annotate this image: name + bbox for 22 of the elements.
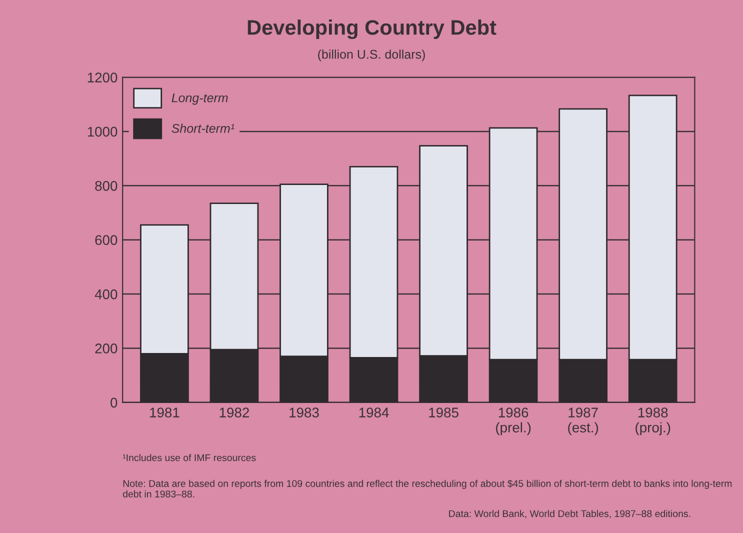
text: Note: Data are based on reports from 109 countries and reflect the rescheduling of about $45 billion of short-term debt to banks into long-term debt in 1983–88. [123,480,732,498]
x-tick-label: 1986 (prel.) [496,408,531,436]
y-tick-label: 1200 [88,72,118,82]
y-tick-label: 400 [94,289,118,300]
text: ¹Includes use of IMF resources [122,454,256,462]
x-tick-label: 1985 [429,408,458,418]
x-tick-label: 1982 [220,408,249,418]
chart-title: Developing Country Debt [248,20,496,40]
legend-label: Short-term¹ [172,124,234,133]
x-tick-label: 1984 [359,408,389,418]
y-tick-label: 1000 [88,126,118,137]
x-tick-label: 1987 (est.) [568,408,598,436]
text: Data: World Bank, World Debt Tables, 1987–88 editions. [449,510,690,518]
y-tick-label: 800 [95,180,118,191]
x-tick-label: 1981 [150,408,180,418]
y-tick-label: 600 [95,235,118,246]
legend-label: Long-term [172,94,228,105]
x-tick-label: 1988 (proj.) [636,408,670,436]
y-tick-label: 0 [110,398,118,408]
chart-subtitle: (billion U.S. dollars) [318,50,425,62]
y-tick-label: 200 [95,344,118,354]
x-tick-label: 1983 [290,408,319,418]
